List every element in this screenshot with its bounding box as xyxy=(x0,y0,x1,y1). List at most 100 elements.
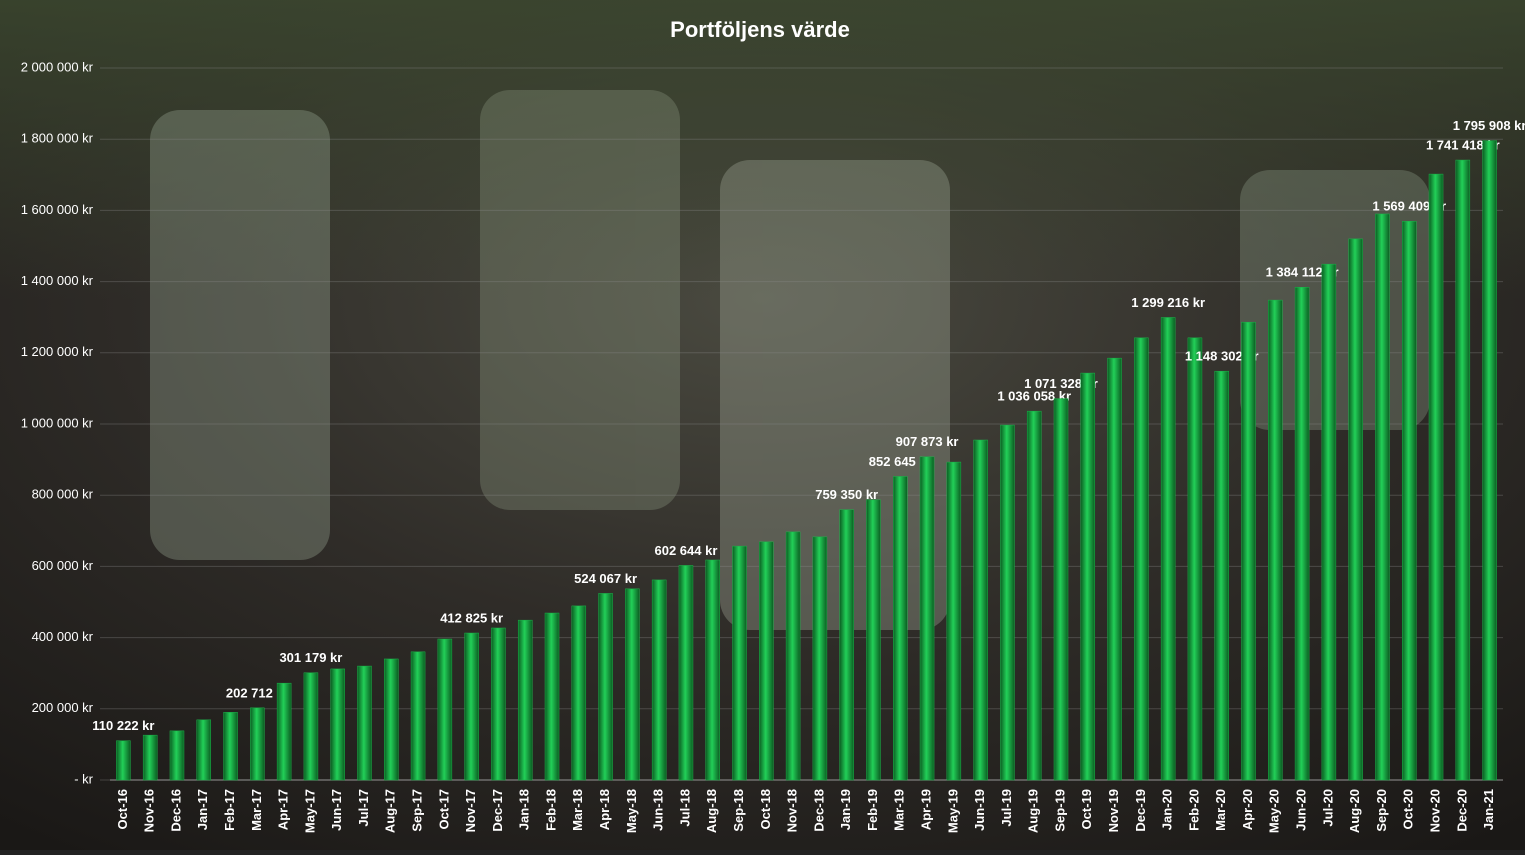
x-tick-label: Sep-18 xyxy=(731,789,746,832)
bar xyxy=(812,536,828,781)
bar xyxy=(437,638,453,781)
x-tick-label: Nov-17 xyxy=(463,789,478,832)
x-tick-label: May-19 xyxy=(945,789,960,833)
x-tick-label: May-20 xyxy=(1267,789,1282,833)
x-tick-label: Sep-20 xyxy=(1374,789,1389,832)
bar xyxy=(142,734,158,781)
bar xyxy=(1241,321,1256,781)
bar xyxy=(1214,370,1229,781)
y-tick-label: - kr xyxy=(74,771,93,786)
bar xyxy=(705,559,720,781)
bar xyxy=(357,665,372,781)
y-tick-label: 800 000 kr xyxy=(32,487,94,502)
y-tick-label: 400 000 kr xyxy=(32,629,94,644)
y-tick-label: 1 600 000 kr xyxy=(21,202,94,217)
x-tick-label: Nov-20 xyxy=(1427,789,1442,832)
y-tick-label: 1 200 000 kr xyxy=(21,344,94,359)
bar xyxy=(1482,140,1497,781)
data-label: 301 179 kr xyxy=(279,650,342,665)
data-label: 1 148 302 kr xyxy=(1185,349,1259,364)
data-label: 1 071 328 kr xyxy=(1024,376,1098,391)
y-tick-label: 2 000 000 kr xyxy=(21,59,94,74)
data-label: 602 644 kr xyxy=(654,543,717,558)
x-tick-label: May-17 xyxy=(302,789,317,833)
bar xyxy=(1160,317,1176,781)
bar xyxy=(544,612,560,781)
chart-title: Portföljens värde xyxy=(670,17,850,42)
x-tick-label: Feb-18 xyxy=(543,789,558,831)
bar xyxy=(303,672,319,781)
x-tick-label: Dec-16 xyxy=(168,789,183,832)
bar xyxy=(1000,424,1015,781)
data-label: 1 299 216 kr xyxy=(1131,295,1205,310)
data-label: 524 067 kr xyxy=(574,571,637,586)
x-tick-label: Jan-21 xyxy=(1481,789,1496,830)
data-label: 1 795 908 kr xyxy=(1453,118,1525,133)
y-tick-label: 600 000 kr xyxy=(32,558,94,573)
x-tick-label: Oct-20 xyxy=(1401,789,1416,829)
bar xyxy=(410,651,426,781)
bar xyxy=(196,719,212,781)
bar xyxy=(946,461,962,781)
bar xyxy=(732,545,747,781)
x-tick-label: Aug-18 xyxy=(704,789,719,833)
bar xyxy=(1401,221,1417,781)
x-tick-label: Aug-17 xyxy=(383,789,398,833)
data-label: 110 222 kr xyxy=(92,718,154,733)
x-tick-label: Dec-18 xyxy=(811,789,826,832)
bar xyxy=(1080,372,1096,781)
x-tick-label: Jul-18 xyxy=(677,789,692,827)
bar xyxy=(839,509,854,781)
x-tick-label: Apr-20 xyxy=(1240,789,1255,830)
x-tick-label: Nov-19 xyxy=(1106,789,1121,832)
x-tick-label: Jun-18 xyxy=(651,789,666,831)
bar xyxy=(1107,357,1122,781)
data-label: 1 741 418 kr xyxy=(1426,137,1500,152)
background-top xyxy=(0,0,1525,300)
bar xyxy=(866,499,881,781)
x-tick-label: Apr-17 xyxy=(276,789,291,830)
x-tick-label: Sep-17 xyxy=(410,789,425,832)
x-tick-label: Jun-19 xyxy=(972,789,987,831)
y-tick-label: 1 000 000 kr xyxy=(21,415,94,430)
bar xyxy=(1294,287,1310,781)
bar xyxy=(1268,299,1283,781)
bar xyxy=(116,740,131,781)
bar xyxy=(384,658,399,781)
data-label: 1 384 112 kr xyxy=(1266,265,1339,280)
data-label: 907 873 kr xyxy=(896,434,959,449)
x-tick-label: Oct-19 xyxy=(1079,789,1094,829)
x-tick-label: Nov-16 xyxy=(142,789,157,832)
x-tick-label: Mar-18 xyxy=(570,789,585,831)
bar xyxy=(464,632,479,781)
data-label: 1 036 058 kr xyxy=(997,389,1071,404)
x-tick-label: Sep-19 xyxy=(1052,789,1067,832)
data-label: 202 712 kr xyxy=(226,685,289,700)
x-tick-label: Dec-20 xyxy=(1454,789,1469,832)
bar xyxy=(1187,337,1203,781)
x-tick-label: Mar-19 xyxy=(892,789,907,831)
y-tick-label: 1 800 000 kr xyxy=(21,131,94,146)
x-tick-label: Apr-18 xyxy=(597,789,612,830)
bar xyxy=(625,588,640,781)
data-label: 852 645 kr xyxy=(869,454,932,469)
bar xyxy=(223,712,238,781)
x-tick-label: Oct-16 xyxy=(115,789,130,829)
x-tick-label: Jun-17 xyxy=(329,789,344,831)
bar xyxy=(973,439,988,781)
bar xyxy=(1348,238,1363,781)
x-tick-label: Jul-19 xyxy=(999,789,1014,827)
x-tick-label: Nov-18 xyxy=(785,789,800,832)
x-tick-label: Oct-18 xyxy=(758,789,773,829)
bar xyxy=(1026,410,1042,781)
bar xyxy=(169,730,185,781)
bar xyxy=(330,668,345,781)
x-tick-label: Jul-20 xyxy=(1320,789,1335,827)
x-tick-label: Jan-18 xyxy=(517,789,532,830)
bar xyxy=(491,627,506,781)
bar xyxy=(759,541,774,781)
bar xyxy=(785,531,801,781)
y-tick-label: 1 400 000 kr xyxy=(21,273,94,288)
bar xyxy=(276,682,292,781)
